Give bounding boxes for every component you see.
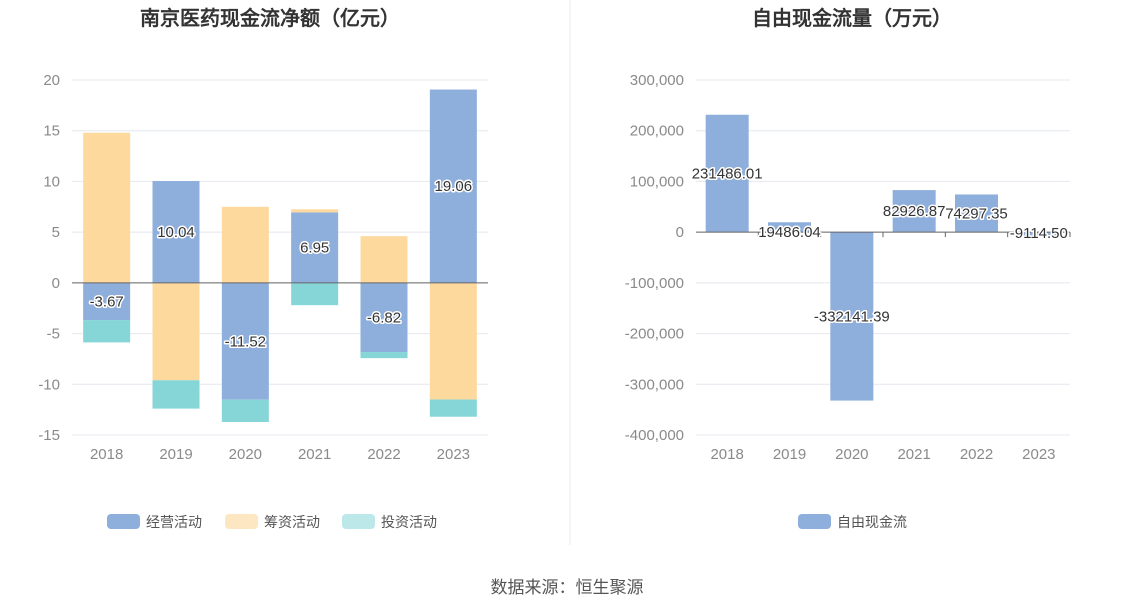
left-bar-2 — [429, 399, 477, 417]
right-x-tick-label: 2023 — [1022, 446, 1055, 463]
left-bar-0 — [360, 282, 408, 353]
right-bar-data-label: 231486.01 — [692, 165, 763, 182]
right-bar-data-label: 82926.87 — [883, 203, 946, 220]
right-y-tick-label: -200,000 — [625, 326, 684, 343]
right-y-tick-label: 100,000 — [630, 173, 684, 190]
left-axis: 20 15 10 5 0 -5 -10 -15 2018 2019 2020 2021 2022 2023 — [38, 72, 488, 463]
left-bar-data-label: 6.95 — [300, 240, 329, 257]
left-y-tick-label: -15 — [38, 427, 60, 444]
legend-swatch-icon — [342, 514, 375, 529]
left-bar-1 — [360, 236, 408, 283]
left-gridlines — [72, 79, 488, 436]
right-chart-title: 自由现金流量（万元） — [752, 6, 952, 30]
right-bar — [768, 222, 811, 233]
right-bar-data-label: 19486.04 — [758, 224, 821, 241]
left-x-tick-label: 2022 — [367, 446, 400, 463]
left-y-tick-label: -10 — [38, 376, 60, 393]
left-y-tick-label: 0 — [52, 275, 60, 292]
right-x-tick-label: 2018 — [710, 446, 743, 463]
right-y-tick-label: -100,000 — [625, 275, 684, 292]
right-bar — [1017, 232, 1061, 237]
left-bar-data-label: 19.06 — [435, 178, 473, 195]
left-x-tick-label: 2020 — [229, 446, 262, 463]
left-y-tick-label: 20 — [43, 72, 60, 89]
left-y-tick-label: 5 — [52, 224, 60, 241]
right-bar-data-label: -332141.39 — [814, 308, 890, 325]
left-bar-2 — [221, 399, 269, 423]
legend-label: 自由现金流 — [837, 515, 907, 531]
right-gridlines — [696, 79, 1070, 436]
left-bar-0 — [291, 212, 339, 283]
left-y-tick-label: -5 — [47, 326, 60, 343]
legend-swatch-icon — [225, 514, 258, 529]
left-bar-2 — [83, 320, 131, 343]
left-x-tick-label: 2018 — [90, 446, 123, 463]
left-bar-1 — [221, 206, 269, 283]
left-bar-0 — [429, 89, 477, 283]
left-bar-0 — [83, 282, 131, 321]
legend-swatch-icon — [107, 514, 140, 529]
left-bar-2 — [291, 282, 339, 306]
right-axis: 300,000 200,000 100,000 0 -100,000 -200,000 -3… — [625, 72, 1071, 463]
right-bar — [892, 190, 936, 233]
right-bar-data-label: 74297.35 — [945, 205, 1008, 222]
right-data-labels: 231486.01 19486.04 -332141.39 82926.87 74297… — [690, 164, 1069, 327]
left-bar-1 — [291, 209, 339, 213]
left-bar-1 — [83, 132, 131, 283]
legend-swatch-icon — [798, 514, 831, 529]
right-y-tick-label: 300,000 — [630, 72, 684, 89]
legend-label: 筹资活动 — [264, 514, 320, 531]
left-x-tick-label: 2023 — [437, 446, 470, 463]
right-y-tick-label: 200,000 — [630, 123, 684, 140]
left-bar-1 — [429, 282, 477, 400]
left-data-labels: -3.67 10.04 -11.52 6.95 -6.82 19.06 — [88, 177, 474, 352]
left-y-tick-label: 10 — [43, 173, 60, 190]
left-bar-0 — [152, 181, 200, 283]
right-x-tick-label: 2020 — [835, 446, 868, 463]
right-bar — [705, 114, 749, 233]
right-y-tick-label: 0 — [676, 224, 684, 241]
left-legend: 经营活动 筹资活动 投资活动 — [107, 514, 437, 531]
left-bar-2 — [360, 352, 408, 359]
left-bar-data-label: -3.67 — [90, 293, 124, 310]
left-bar-data-label: -6.82 — [367, 309, 401, 326]
right-bars — [705, 114, 1061, 401]
right-y-tick-label: -400,000 — [625, 427, 684, 444]
right-x-tick-label: 2021 — [897, 446, 930, 463]
left-bar-2 — [152, 380, 200, 409]
left-bar-data-label: -11.52 — [225, 333, 266, 350]
left-y-tick-label: 15 — [43, 123, 60, 140]
legend-label: 投资活动 — [381, 515, 437, 531]
legend-label: 经营活动 — [146, 515, 202, 531]
left-chart-title: 南京医药现金流净额（亿元） — [140, 6, 400, 30]
right-y-tick-label: -300,000 — [625, 376, 684, 393]
left-x-tick-label: 2021 — [298, 446, 331, 463]
left-bar-1 — [152, 282, 200, 381]
right-legend: 自由现金流 — [798, 514, 907, 531]
right-x-tick-label: 2022 — [960, 446, 993, 463]
left-bars — [83, 89, 477, 423]
right-bar — [830, 232, 874, 401]
left-bar-data-label: 10.04 — [157, 224, 195, 241]
right-bar-data-label: -9114.50 — [1010, 225, 1068, 242]
left-x-tick-label: 2019 — [159, 446, 192, 463]
right-bar — [955, 194, 998, 233]
data-source: 数据来源：恒生聚源 — [491, 578, 644, 598]
left-bar-0 — [221, 282, 269, 400]
free-cashflow-chart: 自由现金流量（万元） 300,000 200,000 100,000 0 -100,00… — [625, 6, 1071, 531]
right-x-tick-label: 2019 — [773, 446, 806, 463]
